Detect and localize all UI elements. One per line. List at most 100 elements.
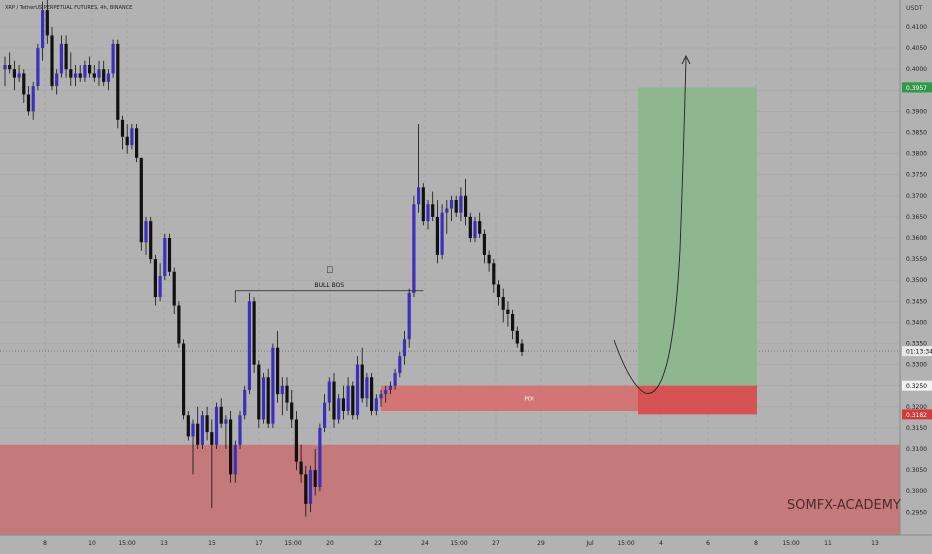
- candle-bull[interactable]: [111, 43, 115, 74]
- candle-bear[interactable]: [182, 343, 186, 416]
- candle-bull[interactable]: [41, 10, 45, 49]
- candle-bull[interactable]: [83, 64, 87, 78]
- candle-bear[interactable]: [210, 432, 214, 445]
- candle-bear[interactable]: [478, 221, 482, 234]
- candle-bull[interactable]: [365, 377, 369, 399]
- candle-bear[interactable]: [290, 402, 294, 420]
- candle-bull[interactable]: [308, 470, 313, 504]
- candle-bull[interactable]: [355, 364, 360, 416]
- candle-bear[interactable]: [431, 204, 435, 217]
- candle-bull[interactable]: [379, 394, 383, 399]
- candle-bull[interactable]: [17, 73, 21, 78]
- candle-bear[interactable]: [139, 157, 143, 243]
- candle-bear[interactable]: [257, 364, 261, 420]
- candle-bull[interactable]: [323, 402, 327, 428]
- candle-bull[interactable]: [388, 385, 392, 390]
- candle-bear[interactable]: [205, 415, 209, 433]
- candle-bull[interactable]: [327, 381, 331, 403]
- candle-bear[interactable]: [487, 254, 491, 264]
- candle-bear[interactable]: [8, 64, 12, 70]
- candle-bull[interactable]: [398, 356, 402, 374]
- candle-bear[interactable]: [172, 271, 176, 306]
- candle-bear[interactable]: [299, 461, 303, 475]
- candle-bull[interactable]: [393, 373, 397, 386]
- candle-bear[interactable]: [125, 136, 129, 146]
- candle-bear[interactable]: [153, 259, 157, 298]
- candle-bull[interactable]: [384, 389, 388, 395]
- candle-bull[interactable]: [200, 415, 204, 445]
- candle-bull[interactable]: [36, 48, 40, 87]
- candle-bull[interactable]: [473, 221, 477, 238]
- candle-bear[interactable]: [120, 119, 125, 137]
- candle-bear[interactable]: [276, 347, 280, 395]
- candle-bear[interactable]: [332, 381, 336, 420]
- candle-bear[interactable]: [196, 423, 200, 445]
- candle-bear[interactable]: [421, 187, 425, 222]
- candle-bull[interactable]: [97, 69, 101, 78]
- candle-bear[interactable]: [285, 385, 289, 403]
- candle-bull[interactable]: [280, 385, 284, 395]
- candle-bear[interactable]: [313, 470, 317, 487]
- candle-bear[interactable]: [50, 35, 54, 87]
- candle-bear[interactable]: [482, 233, 486, 255]
- candle-bear[interactable]: [520, 343, 524, 352]
- candle-bear[interactable]: [78, 73, 82, 78]
- candle-bull[interactable]: [59, 43, 63, 74]
- candle-bull[interactable]: [247, 301, 251, 390]
- candle-bull[interactable]: [144, 221, 148, 243]
- candle-bull[interactable]: [233, 444, 237, 475]
- candle-bear[interactable]: [492, 263, 496, 285]
- candle-bear[interactable]: [294, 419, 298, 462]
- candle-bear[interactable]: [219, 406, 223, 424]
- candle-bear[interactable]: [252, 301, 256, 365]
- candle-bear[interactable]: [64, 43, 68, 70]
- candle-bull[interactable]: [55, 73, 59, 87]
- candle-bull[interactable]: [158, 275, 162, 298]
- candle-bear[interactable]: [45, 10, 49, 36]
- candle-bull[interactable]: [402, 339, 407, 357]
- candle-bull[interactable]: [449, 200, 454, 209]
- candle-bull[interactable]: [412, 204, 416, 293]
- candle-bear[interactable]: [186, 415, 190, 437]
- candle-bear[interactable]: [464, 195, 468, 217]
- candle-bear[interactable]: [341, 398, 345, 412]
- candle-bull[interactable]: [191, 423, 195, 437]
- candle-bull[interactable]: [214, 406, 219, 445]
- candle-bear[interactable]: [370, 377, 374, 412]
- candle-bear[interactable]: [116, 43, 120, 120]
- candle-bear[interactable]: [496, 284, 501, 298]
- candle-bear[interactable]: [69, 69, 73, 78]
- candle-bull[interactable]: [261, 377, 266, 420]
- candle-bear[interactable]: [501, 297, 505, 310]
- price-axis-panel[interactable]: [900, 0, 932, 535]
- candle-bear[interactable]: [88, 64, 92, 74]
- candle-bear[interactable]: [511, 313, 515, 331]
- candles[interactable]: [3, 0, 524, 517]
- candle-bear[interactable]: [515, 330, 519, 344]
- candle-bear[interactable]: [22, 73, 26, 95]
- candle-bear[interactable]: [351, 385, 355, 416]
- candle-bull[interactable]: [440, 212, 444, 255]
- candle-bull[interactable]: [337, 398, 341, 420]
- candle-bear[interactable]: [360, 364, 364, 399]
- candle-bear[interactable]: [167, 238, 172, 272]
- candle-bull[interactable]: [346, 385, 350, 412]
- candle-bull[interactable]: [3, 64, 7, 70]
- candle-bear[interactable]: [149, 221, 153, 260]
- candle-bear[interactable]: [92, 73, 96, 78]
- candle-bear[interactable]: [266, 377, 270, 424]
- candle-bull[interactable]: [318, 427, 322, 487]
- candle-bull[interactable]: [163, 238, 167, 276]
- candle-bear[interactable]: [26, 94, 31, 112]
- candle-bull[interactable]: [130, 128, 134, 146]
- candle-bear[interactable]: [12, 69, 16, 78]
- candle-bull[interactable]: [407, 292, 411, 340]
- candle-bull[interactable]: [417, 187, 421, 205]
- candle-bull[interactable]: [459, 195, 463, 213]
- candle-bear[interactable]: [435, 216, 439, 255]
- candle-bear[interactable]: [229, 419, 233, 475]
- candle-bear[interactable]: [468, 216, 472, 238]
- candle-bull[interactable]: [238, 415, 242, 445]
